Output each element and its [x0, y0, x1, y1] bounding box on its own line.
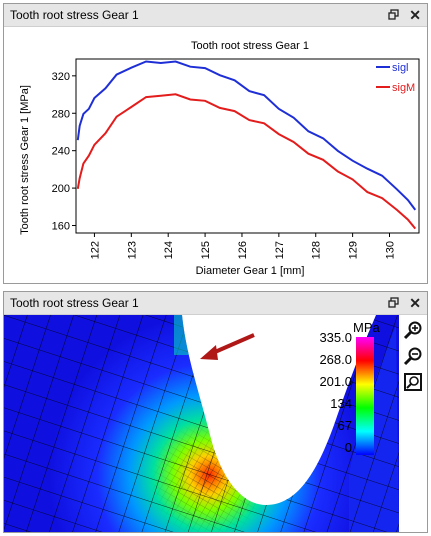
tooth-mesh-view[interactable]: MPa 335.0 268.0 201.0 134 67 0: [4, 315, 427, 533]
legend-label-sigM: sigM: [392, 82, 415, 94]
mesh-panel-titlebar[interactable]: Tooth root stress Gear 1 ✕: [4, 292, 427, 315]
chart-panel: Tooth root stress Gear 1 ✕ Tooth root st…: [3, 3, 428, 284]
x-tick-label: 124: [163, 241, 175, 259]
y-tick-label: 200: [52, 183, 70, 195]
mesh-panel: Tooth root stress Gear 1 ✕: [3, 291, 428, 533]
close-icon[interactable]: ✕: [409, 7, 421, 23]
legend-value-label: 134: [330, 396, 352, 411]
legend-value-label: 201.0: [319, 374, 352, 389]
y-tick-label: 320: [52, 71, 70, 83]
zoom-in-icon[interactable]: [403, 320, 423, 340]
stress-color-legend: MPa 335.0 268.0 201.0 134 67 0: [319, 320, 381, 455]
y-tick-label: 160: [52, 221, 70, 233]
stress-line-chart: Tooth root stress Gear 1 160 200 240 280 320…: [19, 40, 420, 277]
mesh-panel-title: Tooth root stress Gear 1: [10, 296, 139, 310]
x-tick-label: 122: [89, 241, 101, 259]
chart-title: Tooth root stress Gear 1: [191, 40, 309, 52]
zoom-out-icon[interactable]: [403, 346, 423, 366]
y-axis-label: Tooth root stress Gear 1 [MPa]: [19, 85, 31, 235]
y-tick-label: 240: [52, 146, 70, 158]
x-tick-label: 130: [384, 241, 396, 259]
legend-value-label: 268.0: [319, 352, 352, 367]
close-icon[interactable]: ✕: [409, 295, 421, 311]
series-line-sigM: [76, 93, 417, 230]
legend-label-sigl: sigl: [392, 62, 409, 74]
y-tick-label: 280: [52, 108, 70, 120]
x-tick-label: 125: [200, 241, 212, 259]
legend-value-label: 67: [338, 418, 352, 433]
zoom-fit-icon[interactable]: [403, 372, 423, 392]
view-toolbar: [403, 320, 423, 392]
x-tick-label: 127: [274, 241, 286, 259]
legend-value-label: 0: [345, 440, 352, 455]
legend-value-label: 335.0: [319, 330, 352, 345]
restore-window-icon[interactable]: [388, 296, 399, 310]
highlight-arrow-icon: [200, 333, 255, 360]
x-tick-label: 123: [126, 241, 138, 259]
restore-window-icon[interactable]: [388, 8, 399, 22]
x-tick-label: 126: [237, 241, 249, 259]
legend-unit: MPa: [353, 320, 381, 335]
series-line-sigl: [76, 60, 417, 211]
x-axis-label: Diameter Gear 1 [mm]: [196, 265, 305, 277]
x-tick-label: 128: [311, 241, 323, 259]
plot-area: [75, 58, 420, 234]
chart-panel-title: Tooth root stress Gear 1: [10, 8, 139, 22]
chart-panel-titlebar[interactable]: Tooth root stress Gear 1 ✕: [4, 4, 427, 27]
x-tick-label: 129: [348, 241, 360, 259]
